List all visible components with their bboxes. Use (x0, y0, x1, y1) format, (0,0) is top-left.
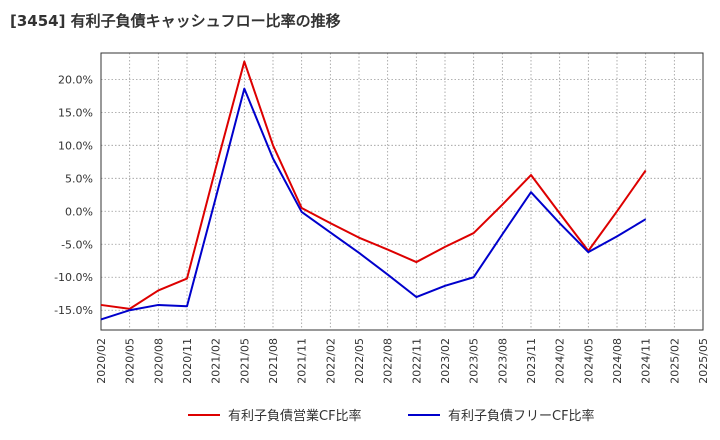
grid (101, 53, 703, 330)
y-tick-label: 0.0% (65, 205, 93, 218)
x-tick-label: 2021/11 (296, 338, 309, 384)
x-tick-label: 2023/08 (496, 338, 509, 384)
x-tick-label: 2021/08 (267, 338, 280, 384)
y-tick-label: 10.0% (58, 139, 93, 152)
series-line-2 (100, 87, 647, 321)
x-tick-label: 2022/11 (410, 338, 423, 384)
x-tick-label: 2023/05 (468, 338, 481, 384)
x-tick-label: 2021/05 (238, 338, 251, 384)
x-tick-label: 2024/08 (611, 338, 624, 384)
y-axis: -15.0% -10.0% -5.0% 0.0% 5.0% 10.0% 15.0% 20.0% (54, 73, 93, 317)
x-tick-label: 2020/02 (95, 338, 108, 384)
x-tick-label: 2022/02 (324, 338, 337, 384)
x-tick-label: 2021/02 (210, 338, 223, 384)
chart-title: [3454] 有利子負債キャッシュフロー比率の推移 (10, 12, 341, 30)
legend-label-2: 有利子負債フリーCF比率 (448, 408, 595, 424)
x-tick-label: 2022/08 (382, 338, 395, 384)
y-tick-label: 15.0% (58, 106, 93, 119)
x-tick-label: 2020/05 (124, 338, 137, 384)
y-tick-label: -15.0% (54, 304, 93, 317)
x-tick-label: 2024/02 (554, 338, 567, 384)
y-tick-label: -5.0% (61, 238, 93, 251)
series (100, 60, 647, 321)
legend: 有利子負債営業CF比率 有利子負債フリーCF比率 (188, 408, 595, 424)
x-tick-label: 2023/11 (525, 338, 538, 384)
x-tick-label: 2020/08 (152, 338, 165, 384)
legend-label-1: 有利子負債営業CF比率 (228, 408, 362, 424)
y-tick-label: 20.0% (58, 73, 93, 86)
x-tick-label: 2022/05 (353, 338, 366, 384)
x-tick-label: 2024/05 (582, 338, 595, 384)
x-tick-label: 2020/11 (181, 338, 194, 384)
x-axis: 2020/02 2020/05 2020/08 2020/11 2021/02 2021/… (95, 338, 710, 384)
y-tick-label: 5.0% (65, 172, 93, 185)
plot-area (101, 53, 703, 330)
x-tick-label: 2024/11 (640, 338, 653, 384)
y-tick-label: -10.0% (54, 271, 93, 284)
plot-border (100, 52, 704, 331)
series-line-1 (100, 60, 647, 310)
x-tick-label: 2023/02 (439, 338, 452, 384)
x-tick-label: 2025/05 (697, 338, 710, 384)
x-tick-label: 2025/02 (668, 338, 681, 384)
